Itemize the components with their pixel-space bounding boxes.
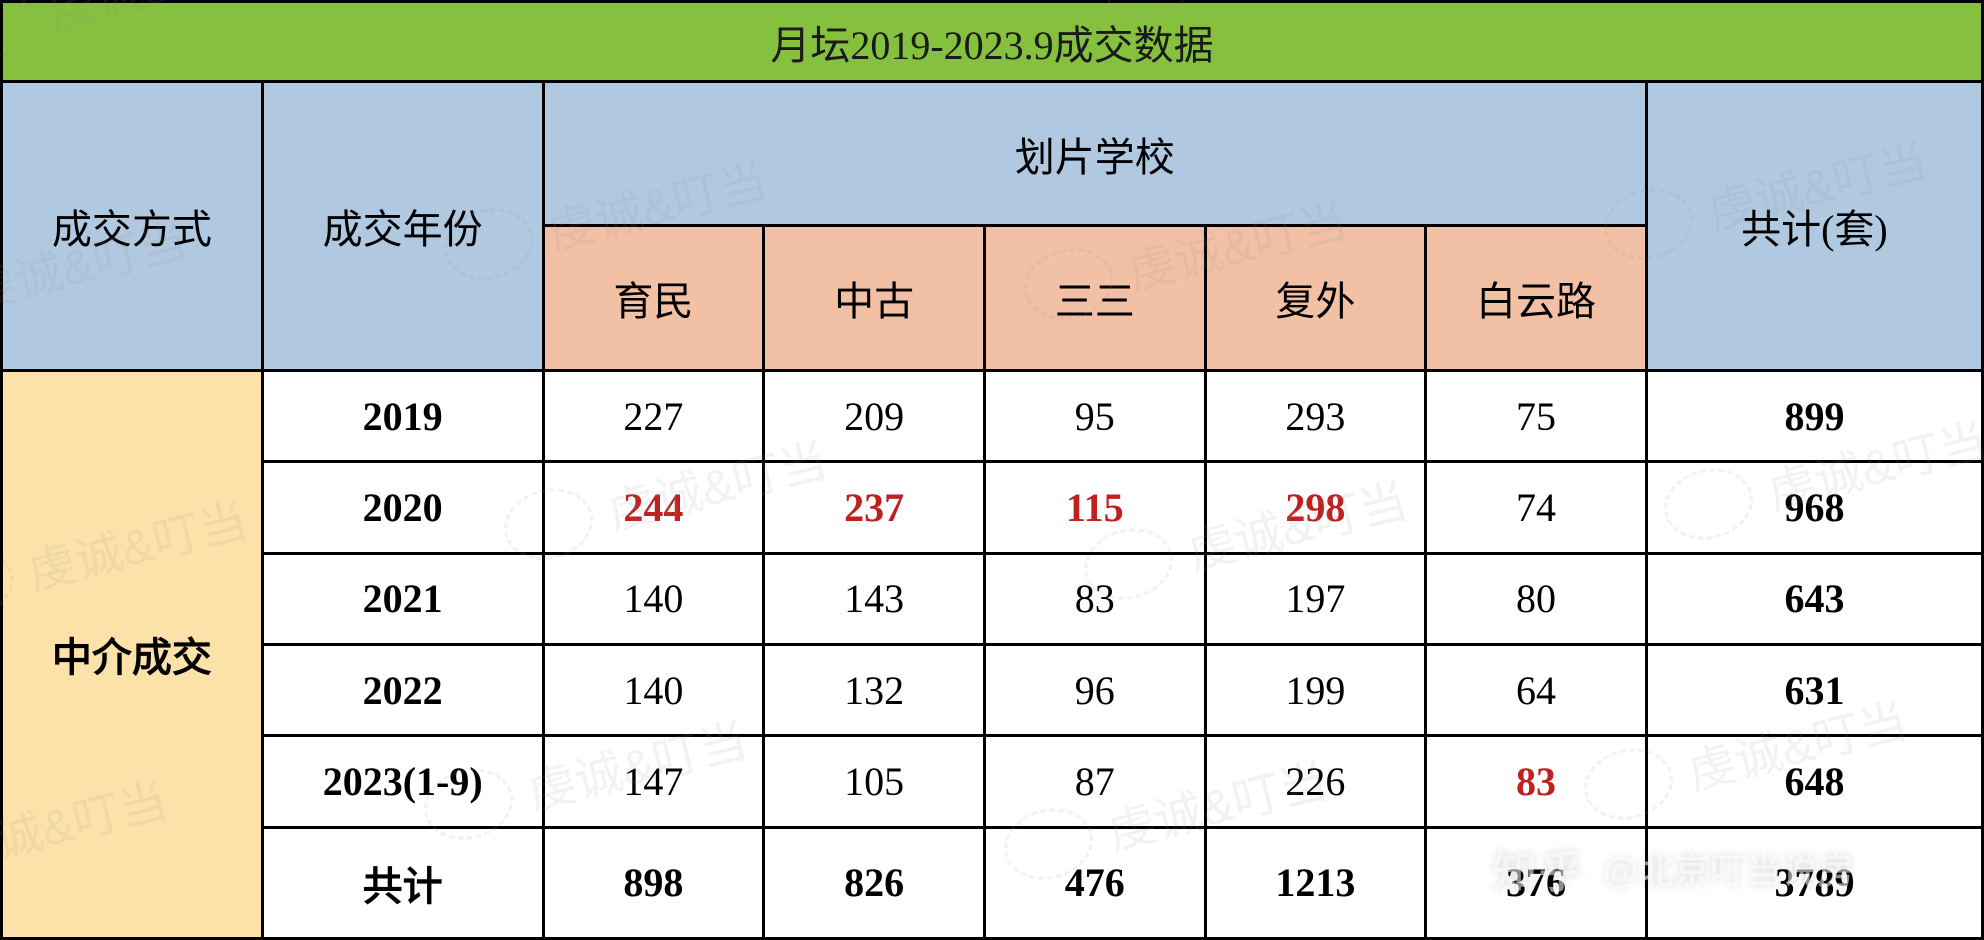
value-cell: 237: [764, 462, 985, 553]
value-cell: 74: [1426, 462, 1647, 553]
header-school-group: 划片学校: [543, 82, 1646, 226]
value-cell: 132: [764, 644, 985, 735]
value-cell: 898: [543, 827, 764, 938]
year-cell: 共计: [262, 827, 543, 938]
value-cell: 298: [1205, 462, 1426, 553]
year-cell: 2022: [262, 644, 543, 735]
value-cell: 143: [764, 553, 985, 644]
zhihu-logo-text: 知乎: [1493, 836, 1585, 900]
header-school-1: 中古: [764, 226, 985, 370]
table-row: 20221401329619964631: [2, 644, 1983, 735]
header-school-0: 育民: [543, 226, 764, 370]
table-row: 中介成交20192272099529375899: [2, 370, 1983, 461]
header-school-2: 三三: [984, 226, 1205, 370]
row-total-cell: 968: [1646, 462, 1982, 553]
value-cell: 95: [984, 370, 1205, 461]
year-cell: 2020: [262, 462, 543, 553]
year-cell: 2019: [262, 370, 543, 461]
value-cell: 227: [543, 370, 764, 461]
value-cell: 115: [984, 462, 1205, 553]
value-cell: 826: [764, 827, 985, 938]
value-cell: 83: [1426, 736, 1647, 827]
header-year: 成交年份: [262, 82, 543, 371]
header-school-3: 复外: [1205, 226, 1426, 370]
year-cell: 2021: [262, 553, 543, 644]
value-cell: 140: [543, 644, 764, 735]
header-method: 成交方式: [2, 82, 263, 371]
value-cell: 147: [543, 736, 764, 827]
year-cell: 2023(1-9): [262, 736, 543, 827]
value-cell: 476: [984, 827, 1205, 938]
row-total-cell: 643: [1646, 553, 1982, 644]
header-total: 共计(套): [1646, 82, 1982, 371]
header-school-4: 白云路: [1426, 226, 1647, 370]
value-cell: 80: [1426, 553, 1647, 644]
value-cell: 226: [1205, 736, 1426, 827]
table-row: 20211401438319780643: [2, 553, 1983, 644]
data-table: 月坛2019-2023.9成交数据 成交方式 成交年份 划片学校 共计(套) 育…: [0, 0, 1984, 940]
value-cell: 105: [764, 736, 985, 827]
value-cell: 197: [1205, 553, 1426, 644]
value-cell: 1213: [1205, 827, 1426, 938]
value-cell: 75: [1426, 370, 1647, 461]
row-total-cell: 631: [1646, 644, 1982, 735]
value-cell: 293: [1205, 370, 1426, 461]
value-cell: 244: [543, 462, 764, 553]
value-cell: 140: [543, 553, 764, 644]
value-cell: 199: [1205, 644, 1426, 735]
zhihu-watermark: 知乎 @北京叮当说房: [1493, 836, 1854, 900]
value-cell: 96: [984, 644, 1205, 735]
table-row: 2023(1-9)1471058722683648: [2, 736, 1983, 827]
row-total-cell: 648: [1646, 736, 1982, 827]
title-row: 月坛2019-2023.9成交数据: [2, 2, 1983, 82]
value-cell: 87: [984, 736, 1205, 827]
value-cell: 209: [764, 370, 985, 461]
header-row-1: 成交方式 成交年份 划片学校 共计(套): [2, 82, 1983, 226]
method-cell: 中介成交: [2, 370, 263, 938]
table-title: 月坛2019-2023.9成交数据: [2, 2, 1983, 82]
row-total-cell: 899: [1646, 370, 1982, 461]
zhihu-author: @北京叮当说房: [1603, 842, 1854, 894]
table-row: 202024423711529874968: [2, 462, 1983, 553]
value-cell: 64: [1426, 644, 1647, 735]
value-cell: 83: [984, 553, 1205, 644]
table-container: 月坛2019-2023.9成交数据 成交方式 成交年份 划片学校 共计(套) 育…: [0, 0, 1984, 940]
